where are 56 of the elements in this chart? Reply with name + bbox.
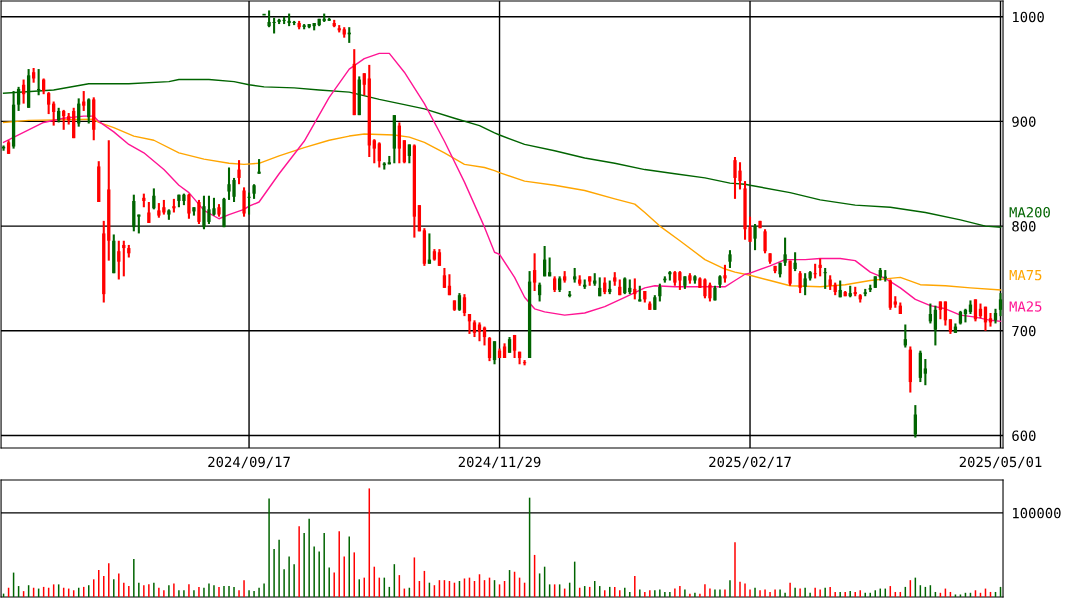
candlestick — [47, 91, 51, 116]
candlestick — [943, 300, 948, 327]
candlestick — [407, 143, 412, 165]
candlestick — [187, 192, 191, 220]
candlestick — [487, 336, 492, 363]
candlestick — [247, 191, 251, 216]
line-series — [2, 118, 1002, 291]
x-tick-label: 2025/05/01 — [959, 456, 1042, 469]
candlestick — [242, 186, 246, 218]
x-tick-label: 2024/09/17 — [208, 456, 290, 469]
y-tick-label: 700 — [1012, 325, 1036, 337]
candlestick — [788, 259, 792, 287]
candlestick — [16, 85, 21, 112]
candlestick — [492, 340, 497, 366]
series-label: MA75 — [1009, 269, 1042, 281]
x-tick-label: 2024/11/29 — [458, 456, 541, 469]
candlestick — [377, 141, 381, 169]
series-label: MA25 — [1009, 301, 1042, 312]
candlestick — [117, 239, 121, 281]
y-tick-label: 800 — [1012, 221, 1036, 232]
candlestick — [222, 196, 226, 229]
candlestick — [783, 236, 787, 267]
candlestick — [462, 293, 467, 318]
candlestick — [923, 358, 928, 387]
candlestick — [372, 138, 376, 165]
candlestick — [362, 72, 366, 97]
candlestick — [823, 266, 827, 290]
line-series — [2, 52, 1002, 323]
y-tick-label: 100000 — [1013, 507, 1061, 519]
candlestick — [147, 200, 151, 224]
candlestick — [77, 97, 81, 128]
candlestick — [122, 239, 126, 278]
x-tick-label: 2025/02/17 — [709, 456, 791, 469]
y-tick-label: 1000 — [1013, 11, 1044, 23]
candlestick — [933, 304, 938, 347]
y-tick-label: 600 — [1012, 430, 1036, 441]
candlestick — [152, 187, 156, 211]
candlestick — [237, 159, 241, 186]
candlestick — [532, 252, 537, 293]
candlestick — [397, 121, 401, 165]
candlestick — [402, 139, 406, 165]
candlestick — [87, 97, 91, 125]
series-label: MA200 — [1009, 207, 1050, 218]
candlestick — [973, 298, 978, 323]
candlestick — [798, 270, 802, 295]
candlestick — [442, 266, 447, 289]
candlestick — [753, 222, 757, 252]
candlestick — [763, 228, 767, 255]
candlestick — [477, 321, 482, 343]
candlestick — [998, 292, 1003, 318]
candlestick — [728, 249, 732, 269]
candlestick — [803, 272, 807, 297]
candlestick — [793, 251, 797, 273]
candlestick — [197, 198, 201, 226]
candlestick — [217, 203, 221, 218]
y-tick-label: 900 — [1012, 116, 1036, 127]
